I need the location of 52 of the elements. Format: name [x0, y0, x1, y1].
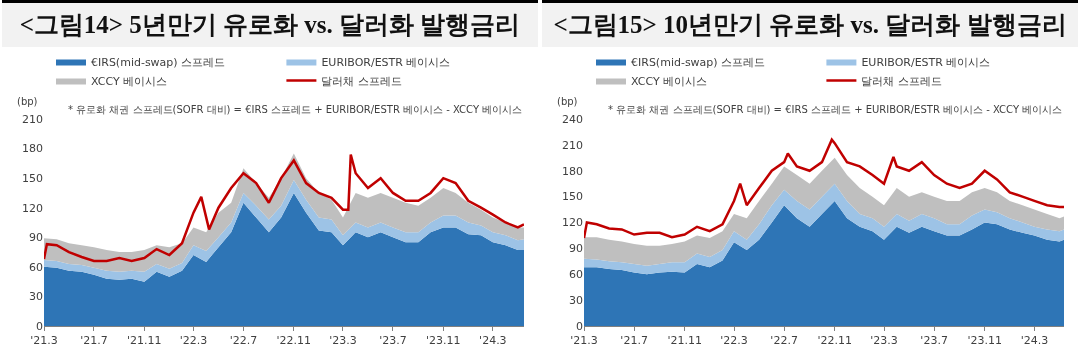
x-tick-label: '23.11: [426, 334, 461, 348]
y-tick-label: 180: [562, 164, 583, 178]
x-tick-label: '23.3: [329, 334, 357, 348]
y-tick-label: 30: [569, 293, 583, 307]
x-tick-label: '22.11: [276, 334, 312, 348]
legend-label: XCCY 베이시스: [91, 74, 168, 88]
x-tick-label: '21.3: [570, 334, 598, 348]
y-tick-label: 180: [22, 142, 43, 156]
x-tick-label: '23.7: [920, 334, 948, 348]
y-tick-label: 210: [562, 138, 583, 152]
x-tick-label: '23.11: [967, 334, 1002, 348]
x-tick-label: '21.3: [30, 334, 58, 348]
y-tick-label: 210: [22, 112, 43, 126]
text: * 유로화 채권 스프레드(SOFR 대비) = €IRS 스프레드 + EURIBOR/ESTR 베이시스 - XCCY 베이시스: [68, 104, 523, 115]
y-tick-label: 120: [22, 201, 43, 215]
y-axis-title: (bp): [557, 96, 578, 107]
y-tick-label: 150: [562, 190, 583, 204]
x-tick-label: '24.3: [479, 334, 507, 348]
y-tick-label: 30: [29, 290, 43, 304]
y-tick-label: 90: [29, 231, 43, 245]
x-tick-label: '22.7: [229, 334, 258, 348]
y-tick-label: 0: [576, 319, 583, 333]
x-tick-label: '24.3: [1020, 334, 1049, 348]
x-tick-label: '22.7: [770, 334, 798, 348]
y-tick-label: 150: [22, 171, 43, 185]
legend-label: 달러채 스프레드: [861, 74, 942, 88]
legend-label: EURIBOR/ESTR 베이시스: [321, 55, 451, 69]
chart-title: <그림14> 5년만기 유로화 vs. 달러화 발행금리: [2, 3, 538, 47]
x-tick-label: '22.11: [817, 334, 852, 348]
x-tick-label: '22.3: [720, 334, 748, 348]
line-series: [584, 138, 1064, 240]
x-tick-label: '21.11: [127, 334, 162, 348]
y-axis-title: (bp): [17, 96, 38, 107]
text: * 유로화 채권 스프레드(SOFR 대비) = €IRS 스프레드 + EURIBOR/ESTR 베이시스 - XCCY 베이시스: [608, 104, 1063, 115]
y-tick-label: 60: [29, 260, 43, 274]
x-tick-label: '21.7: [80, 334, 108, 348]
x-tick-label: '23.7: [379, 334, 407, 348]
legend-label: EURIBOR/ESTR 베이시스: [861, 55, 991, 69]
legend-label: XCCY 베이시스: [631, 74, 708, 88]
legend-label: €IRS(mid-swap) 스프레드: [91, 55, 226, 69]
x-tick-label: '21.7: [620, 334, 648, 348]
y-tick-label: 120: [562, 216, 583, 230]
x-tick-label: '23.3: [870, 334, 898, 348]
y-tick-label: 90: [569, 242, 583, 256]
chart-title: <그림15> 10년만기 유로화 vs. 달러화 발행금리: [542, 3, 1078, 47]
x-tick-label: '21.11: [667, 334, 702, 348]
y-tick-label: 240: [562, 112, 583, 126]
legend-label: 달러채 스프레드: [321, 74, 402, 88]
y-tick-label: 60: [569, 268, 583, 282]
y-tick-label: 0: [36, 319, 43, 333]
x-tick-label: '22.3: [179, 334, 208, 348]
legend-label: €IRS(mid-swap) 스프레드: [631, 55, 766, 69]
